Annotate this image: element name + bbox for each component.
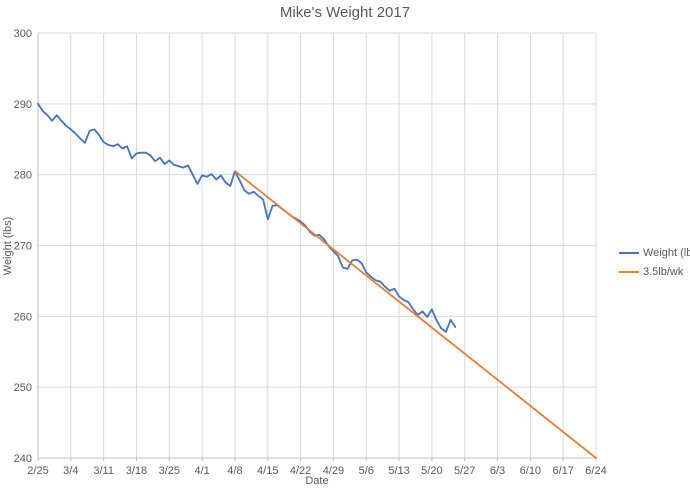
x-tick-label: 2/25 <box>27 465 48 477</box>
y-tick-label: 250 <box>14 382 32 394</box>
legend-item-trend[interactable]: 3.5lb/wk <box>619 262 690 281</box>
x-tick-label: 6/10 <box>520 465 541 477</box>
y-axis-title-text: Weight (lbs) <box>2 216 15 275</box>
x-tick-label: 4/8 <box>227 465 242 477</box>
legend-label-trend: 3.5lb/wk <box>643 265 684 278</box>
legend-item-weight[interactable]: Weight (lb) <box>619 243 690 262</box>
y-tick-label: 280 <box>14 170 32 182</box>
x-tick-label: 4/29 <box>323 465 344 477</box>
y-tick-label: 290 <box>14 99 32 111</box>
y-tick-label: 260 <box>14 311 32 323</box>
x-tick-label: 3/25 <box>159 465 180 477</box>
x-tick-label: 4/22 <box>290 465 311 477</box>
x-tick-label: 6/24 <box>585 465 606 477</box>
y-tick-label: 270 <box>14 241 32 253</box>
legend-line-swatch-weight <box>619 251 639 254</box>
x-tick-label: 5/20 <box>421 465 442 477</box>
y-tick-label: 240 <box>14 453 32 465</box>
legend-label-weight: Weight (lb) <box>643 246 690 259</box>
chart-title[interactable]: Mike's Weight 2017 <box>279 4 411 21</box>
x-tick-label: 5/6 <box>359 465 374 477</box>
x-axis-title[interactable]: Date <box>305 475 329 487</box>
x-tick-label: 3/18 <box>126 465 147 477</box>
x-tick-label: 6/3 <box>490 465 505 477</box>
legend: Weight (lb) 3.5lb/wk <box>619 243 690 281</box>
x-tick-label: 6/17 <box>552 465 573 477</box>
x-tick-label: 5/13 <box>388 465 409 477</box>
x-tick-label: 3/4 <box>63 465 78 477</box>
weight-series-line[interactable] <box>37 102 457 333</box>
x-tick-label: 5/27 <box>454 465 475 477</box>
y-axis-title[interactable]: Weight (lbs) <box>0 33 16 458</box>
trend-series-line[interactable] <box>233 170 597 459</box>
x-tick-label: 3/11 <box>93 465 114 477</box>
legend-line-swatch-trend <box>619 270 639 273</box>
y-tick-label: 300 <box>14 28 32 40</box>
x-tick-label: 4/1 <box>194 465 209 477</box>
x-tick-label: 4/15 <box>257 465 278 477</box>
